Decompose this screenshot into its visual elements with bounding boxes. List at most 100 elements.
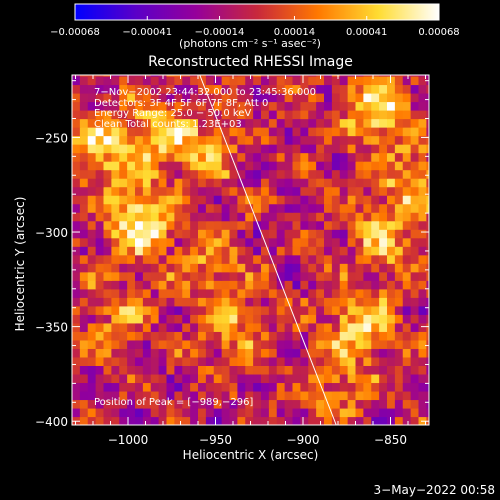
heatmap-cell bbox=[111, 118, 120, 128]
heatmap-cell bbox=[268, 382, 278, 392]
heatmap-cell bbox=[221, 75, 231, 77]
heatmap-cell bbox=[308, 75, 317, 86]
heatmap-cell bbox=[158, 246, 168, 256]
heatmap-cell bbox=[237, 322, 246, 332]
heatmap-cell bbox=[253, 263, 262, 273]
heatmap-cell bbox=[284, 212, 294, 222]
heatmap-cell bbox=[426, 212, 429, 222]
heatmap-cell bbox=[261, 75, 270, 77]
heatmap-cell bbox=[150, 407, 160, 418]
heatmap-cell bbox=[213, 322, 223, 332]
heatmap-cell bbox=[300, 178, 309, 188]
heatmap-cell bbox=[229, 75, 238, 77]
heatmap-cell bbox=[402, 390, 412, 401]
heatmap-cell bbox=[324, 322, 333, 332]
heatmap-cell bbox=[182, 271, 191, 281]
heatmap-cell bbox=[426, 339, 429, 349]
heatmap-cell bbox=[182, 365, 191, 375]
heatmap-cell bbox=[72, 348, 81, 358]
heatmap-cell bbox=[300, 331, 309, 341]
heatmap-cell bbox=[292, 84, 301, 94]
heatmap-cell bbox=[261, 288, 270, 298]
heatmap-cell bbox=[284, 305, 294, 315]
heatmap-cell bbox=[119, 135, 128, 145]
heatmap-cell bbox=[103, 178, 112, 188]
heatmap-cell bbox=[347, 178, 357, 188]
heatmap-cell bbox=[111, 297, 120, 307]
heatmap-cell bbox=[190, 382, 199, 392]
heatmap-cell bbox=[245, 84, 254, 94]
heatmap-cell bbox=[198, 135, 207, 145]
heatmap-cell bbox=[331, 110, 341, 120]
heatmap-cell bbox=[268, 220, 278, 230]
heatmap-cell bbox=[87, 365, 97, 375]
heatmap-cell bbox=[237, 110, 246, 120]
heatmap-cell bbox=[284, 161, 294, 171]
heatmap-cell bbox=[410, 92, 420, 103]
heatmap-cell bbox=[229, 110, 238, 120]
heatmap-cell bbox=[331, 305, 341, 315]
heatmap-cell bbox=[300, 161, 309, 171]
heatmap-cell bbox=[276, 152, 286, 162]
heatmap-cell bbox=[410, 288, 420, 298]
heatmap-cell bbox=[127, 212, 136, 222]
heatmap-cell bbox=[103, 297, 112, 307]
heatmap-cell bbox=[150, 203, 160, 213]
heatmap-cell bbox=[371, 186, 380, 196]
heatmap-cell bbox=[150, 144, 160, 154]
heatmap-cell bbox=[268, 195, 278, 205]
heatmap-cell bbox=[174, 339, 183, 349]
heatmap-cell bbox=[276, 356, 286, 366]
heatmap-cell bbox=[292, 288, 301, 298]
heatmap-cell bbox=[316, 365, 325, 375]
heatmap-cell bbox=[418, 237, 427, 247]
heatmap-cell bbox=[394, 305, 404, 315]
heatmap-cell bbox=[229, 152, 238, 162]
heatmap-cell bbox=[426, 407, 429, 418]
heatmap-cell bbox=[213, 305, 223, 315]
heatmap-cell bbox=[339, 339, 349, 349]
heatmap-cell bbox=[300, 314, 309, 324]
x-tick-label: −900 bbox=[287, 433, 320, 447]
heatmap-cell bbox=[79, 169, 89, 179]
heatmap-cell bbox=[237, 229, 246, 239]
heatmap-cell bbox=[387, 365, 396, 375]
heatmap-cell bbox=[316, 373, 325, 384]
heatmap-cell bbox=[205, 152, 215, 162]
heatmap-cell bbox=[394, 322, 404, 332]
heatmap-cell bbox=[166, 407, 175, 418]
heatmap-cell bbox=[371, 263, 380, 273]
heatmap-cell bbox=[410, 203, 420, 213]
heatmap-cell bbox=[261, 135, 270, 145]
heatmap-cell bbox=[284, 110, 294, 120]
heatmap-cell bbox=[268, 305, 278, 315]
heatmap-cell bbox=[237, 314, 246, 324]
heatmap-cell bbox=[190, 75, 199, 86]
heatmap-cell bbox=[174, 382, 183, 392]
heatmap-cell bbox=[142, 382, 152, 392]
heatmap-cell bbox=[261, 339, 270, 349]
heatmap-cell bbox=[229, 339, 238, 349]
heatmap-cell bbox=[418, 203, 427, 213]
heatmap-cell bbox=[135, 220, 144, 230]
heatmap-cell bbox=[410, 246, 420, 256]
heatmap-cell bbox=[205, 75, 215, 86]
heatmap-cell bbox=[127, 127, 136, 137]
heatmap-cell bbox=[261, 195, 270, 205]
heatmap-cell bbox=[135, 254, 144, 264]
heatmap-cell bbox=[324, 407, 333, 418]
heatmap-cell bbox=[135, 229, 144, 239]
heatmap-cell bbox=[182, 110, 191, 120]
heatmap-cell bbox=[308, 127, 317, 137]
heatmap-cell bbox=[190, 152, 199, 162]
heatmap-cell bbox=[371, 144, 380, 154]
heatmap-cell bbox=[324, 101, 333, 111]
heatmap-cell bbox=[284, 144, 294, 154]
heatmap-cell bbox=[387, 178, 396, 188]
heatmap-cell bbox=[339, 212, 349, 222]
heatmap-cell bbox=[205, 339, 215, 349]
heatmap-cell bbox=[79, 288, 89, 298]
heatmap-cell bbox=[268, 254, 278, 264]
heatmap-cell bbox=[95, 339, 105, 349]
heatmap-cell bbox=[72, 84, 81, 94]
